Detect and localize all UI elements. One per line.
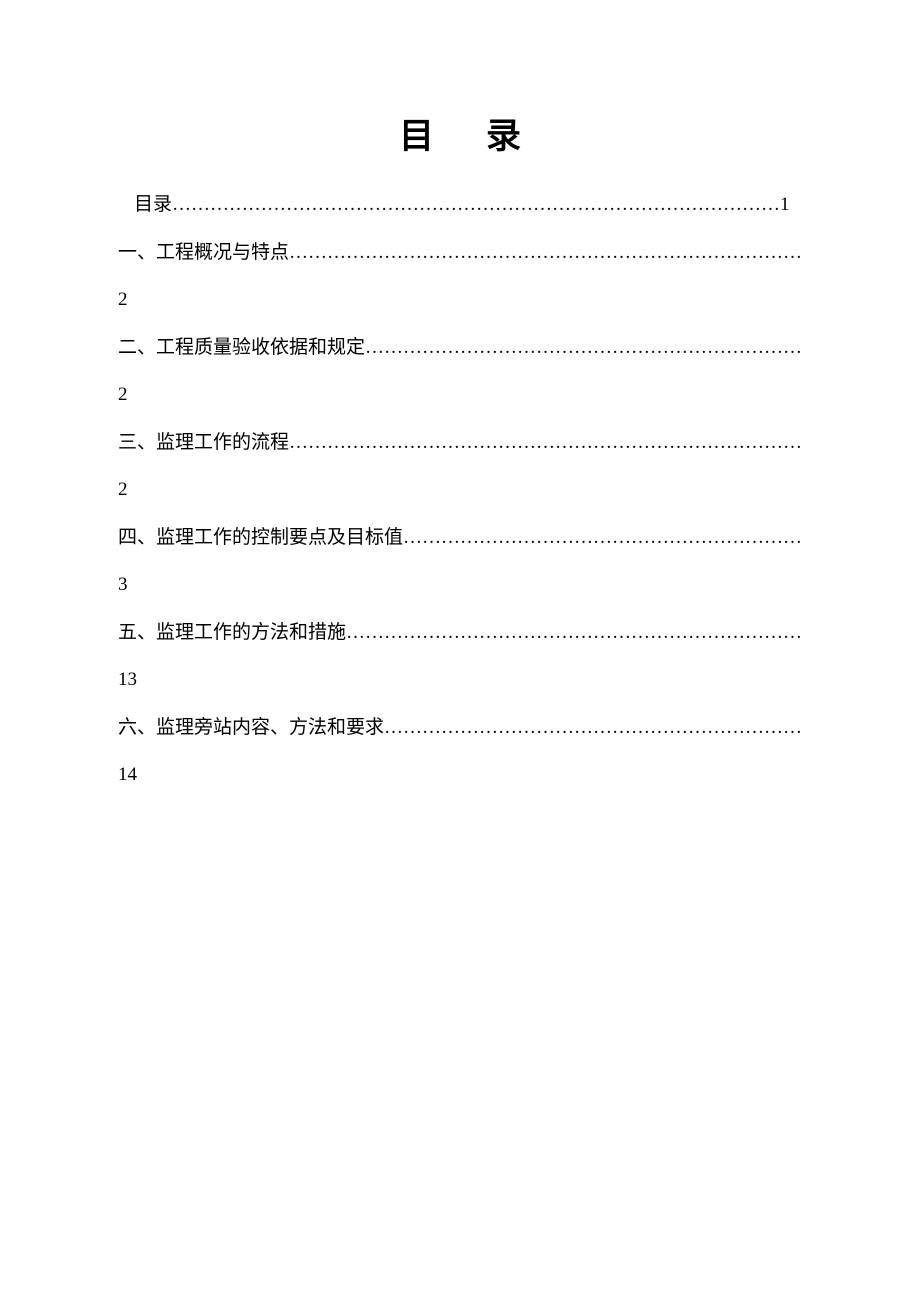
toc-list: 目录……………………………………………………………………………………1 一、工程… (118, 181, 802, 799)
toc-entry: 目录……………………………………………………………………………………1 (118, 181, 802, 229)
toc-entry: 五、监理工作的方法和措施………………………………………………………………13 (118, 609, 802, 704)
document-title: 目录 (118, 108, 802, 159)
toc-entry: 三、监理工作的流程………………………………………………………………………2 (118, 419, 802, 514)
page-container: 目录 目录……………………………………………………………………………………1 一… (0, 0, 920, 799)
toc-entry: 六、监理旁站内容、方法和要求…………………………………………………………14 (118, 704, 802, 799)
toc-entry: 一、工程概况与特点………………………………………………………………………2 (118, 229, 802, 324)
toc-entry: 二、工程质量验收依据和规定……………………………………………………………2 (118, 324, 802, 419)
toc-entry: 四、监理工作的控制要点及目标值………………………………………………………3 (118, 514, 802, 609)
